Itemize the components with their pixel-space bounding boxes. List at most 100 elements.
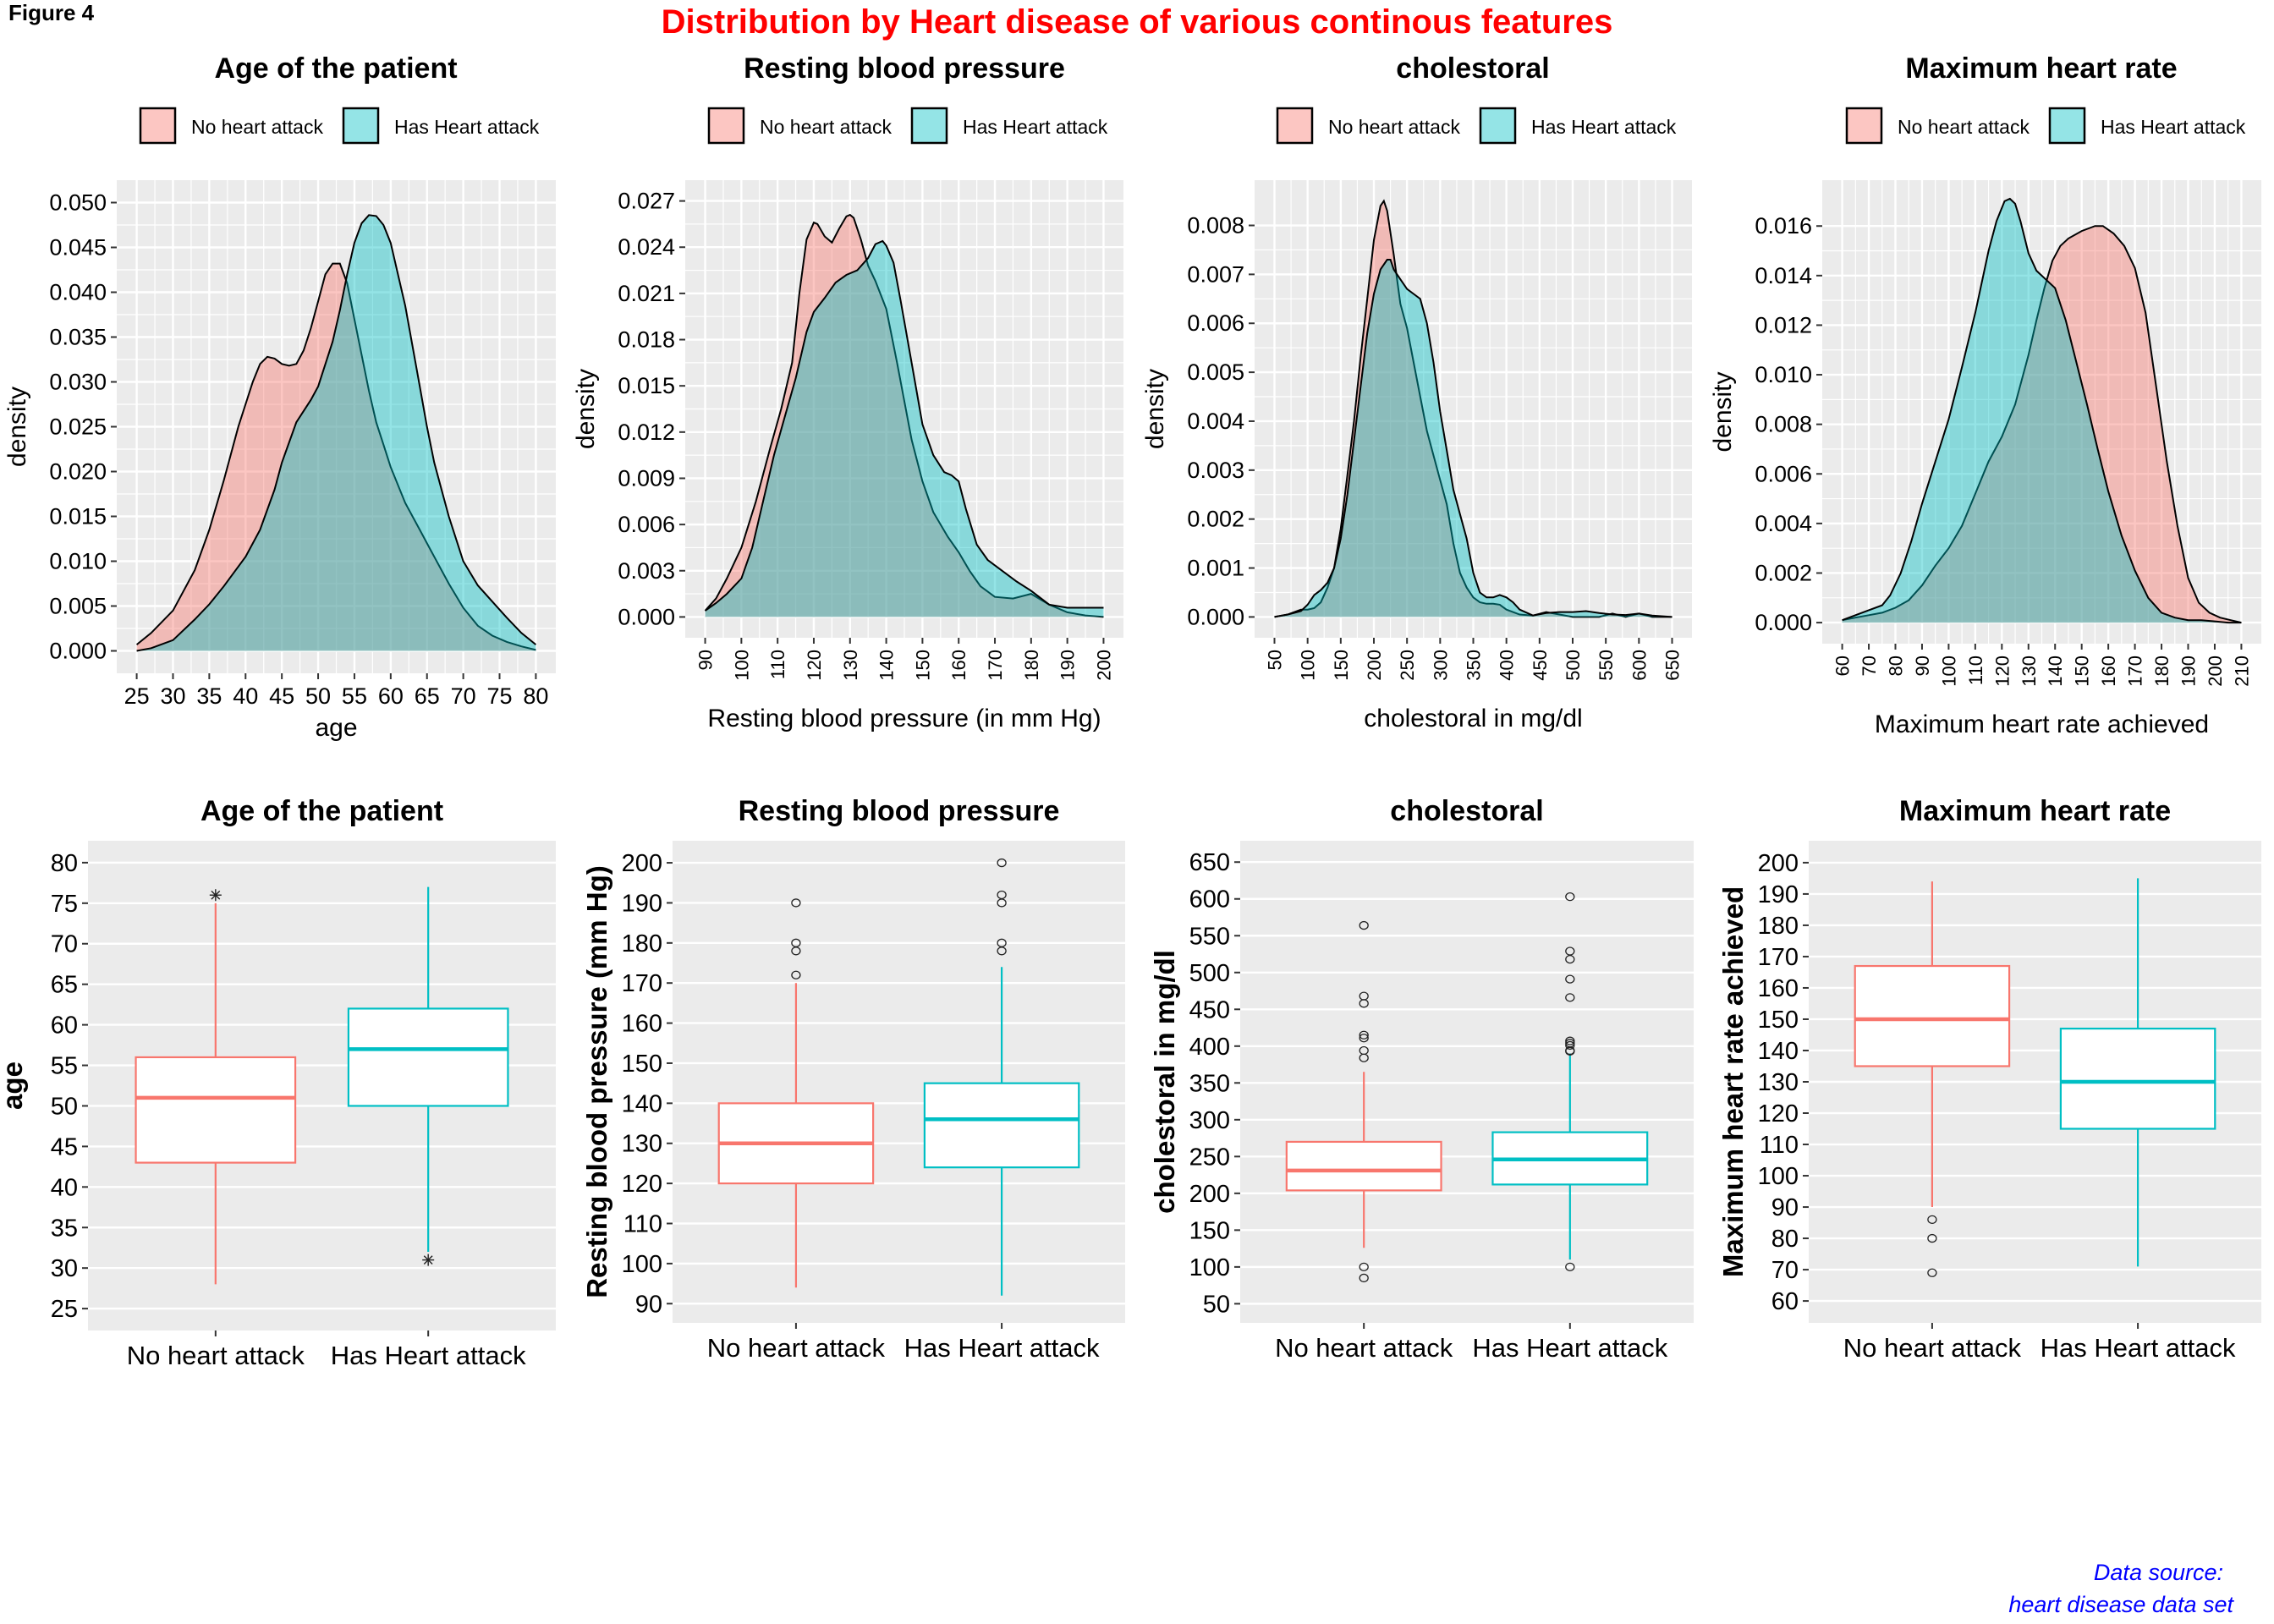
legend-key-no xyxy=(1276,107,1314,145)
y-tick-label: 350 xyxy=(1189,1070,1230,1097)
y-tick-label: 0.000 xyxy=(1187,604,1244,629)
data-source-line2: heart disease data set xyxy=(2008,1592,2233,1617)
y-tick-label: 0.027 xyxy=(618,189,675,214)
y-tick-label: 0.010 xyxy=(49,549,107,574)
iqr-box xyxy=(2059,1027,2216,1130)
x-tick-label: 200 xyxy=(1093,650,1114,681)
y-axis-label: density xyxy=(1141,369,1169,449)
legend-label-has: Has Heart attack xyxy=(394,116,540,138)
density-area-no xyxy=(1842,226,2242,623)
density-line-no xyxy=(704,213,1104,618)
x-tick-label: 140 xyxy=(876,650,898,681)
figure-label: Figure 4 xyxy=(8,0,95,25)
density-line-has xyxy=(136,214,537,652)
density-area-has xyxy=(705,241,1104,617)
x-tick-label: No heart attack xyxy=(707,1333,886,1363)
boxplot-no xyxy=(717,898,875,1288)
y-tick-label: 100 xyxy=(1189,1254,1230,1281)
x-tick-label: 110 xyxy=(767,650,788,679)
x-tick-label: 200 xyxy=(1364,650,1385,681)
x-tick-label: 35 xyxy=(196,683,222,709)
x-tick-label: 40 xyxy=(233,683,258,709)
y-tick-label: 150 xyxy=(1758,1007,1799,1034)
x-tick-label: 180 xyxy=(2151,656,2172,687)
y-tick-label: 0.012 xyxy=(1755,312,1812,337)
y-tick-label: 75 xyxy=(51,891,78,918)
y-tick-label: 130 xyxy=(1758,1069,1799,1096)
legend-label-no: No heart attack xyxy=(1898,116,2030,138)
x-tick-label: Has Heart attack xyxy=(1472,1333,1667,1363)
y-tick-label: 170 xyxy=(622,970,662,997)
y-tick-label: 600 xyxy=(1189,886,1230,914)
y-tick-label: 80 xyxy=(1771,1226,1799,1253)
legend: No heart attack Has Heart attack xyxy=(1845,107,2246,145)
x-tick-label: No heart attack xyxy=(1843,1333,2022,1363)
x-tick-label: 60 xyxy=(1832,656,1854,676)
y-axis-label: Maximum heart rate achieved xyxy=(1717,886,1749,1277)
y-tick-label: 0.006 xyxy=(1755,461,1812,486)
y-tick-label: 70 xyxy=(51,931,78,958)
x-tick-label: 130 xyxy=(840,650,861,681)
y-tick-label: 650 xyxy=(1189,849,1230,876)
iqr-box xyxy=(347,1007,509,1107)
outlier-point xyxy=(997,858,1007,868)
panel-title: cholestoral xyxy=(1396,52,1549,85)
y-tick-label: 35 xyxy=(51,1215,78,1242)
y-tick-label: 0.015 xyxy=(49,504,107,529)
y-tick-label: 180 xyxy=(1758,913,1799,940)
x-tick-label: 70 xyxy=(1859,656,1880,676)
y-tick-label: 0.002 xyxy=(1187,507,1244,532)
iqr-box xyxy=(135,1056,297,1164)
y-tick-label: 0.009 xyxy=(618,465,675,491)
y-tick-label: 45 xyxy=(51,1133,78,1160)
legend-key-has xyxy=(342,107,380,145)
density-panel-1: Age of the patient No heart attack Has Hea… xyxy=(3,52,556,742)
y-tick-label: 40 xyxy=(51,1174,78,1201)
x-tick-label: 200 xyxy=(2205,656,2226,687)
y-tick-label: 0.012 xyxy=(618,420,675,445)
iqr-box xyxy=(923,1082,1080,1169)
x-tick-label: 450 xyxy=(1530,650,1551,681)
y-axis-label: Resting blood pressure (mm Hg) xyxy=(581,865,612,1298)
y-axis-label: density xyxy=(3,387,31,467)
legend-key-has xyxy=(1479,107,1517,145)
x-axis-label: age xyxy=(315,714,357,742)
outlier-point xyxy=(997,938,1007,947)
y-tick-label: 450 xyxy=(1189,996,1230,1023)
legend: No heart attack Has Heart attack xyxy=(1276,107,1677,145)
outlier-point xyxy=(1565,993,1575,1002)
y-tick-label: 0.021 xyxy=(618,281,675,306)
outlier-point xyxy=(1359,991,1369,1001)
legend-label-no: No heart attack xyxy=(760,116,892,138)
iqr-box xyxy=(1854,964,2011,1067)
x-tick-label: 80 xyxy=(523,683,548,709)
asterisk-stroke xyxy=(423,1255,433,1265)
y-tick-label: 0.008 xyxy=(1755,412,1812,437)
x-tick-label: Has Heart attack xyxy=(904,1333,1100,1363)
outlier-point xyxy=(1359,1030,1369,1040)
y-axis-label: age xyxy=(0,1062,28,1110)
y-tick-label: 0.030 xyxy=(49,370,107,395)
outlier-point xyxy=(1565,1262,1575,1272)
asterisk-stroke xyxy=(211,890,221,900)
x-tick-label: No heart attack xyxy=(1275,1333,1453,1363)
y-tick-label: 0.024 xyxy=(618,234,675,260)
panel-title: Age of the patient xyxy=(200,795,443,827)
density-line-no xyxy=(1274,199,1673,618)
y-tick-label: 550 xyxy=(1189,923,1230,950)
legend: No heart attack Has Heart attack xyxy=(139,107,540,145)
x-tick-label: Has Heart attack xyxy=(331,1341,526,1370)
data-source-note: Data source: heart disease data set xyxy=(2008,1556,2233,1621)
y-tick-label: 150 xyxy=(622,1051,662,1078)
x-tick-label: 350 xyxy=(1464,650,1485,681)
x-tick-label: Has Heart attack xyxy=(2041,1333,2236,1363)
x-tick-label: 150 xyxy=(2072,656,2093,687)
legend-key-no xyxy=(139,107,177,145)
y-tick-label: 200 xyxy=(1189,1181,1230,1208)
y-tick-label: 0.045 xyxy=(49,235,107,261)
y-tick-label: 70 xyxy=(1771,1257,1799,1284)
outlier-point xyxy=(1359,1045,1369,1056)
y-tick-label: 140 xyxy=(1758,1038,1799,1065)
outlier-point xyxy=(1359,1262,1369,1272)
legend-label-has: Has Heart attack xyxy=(2101,116,2246,138)
